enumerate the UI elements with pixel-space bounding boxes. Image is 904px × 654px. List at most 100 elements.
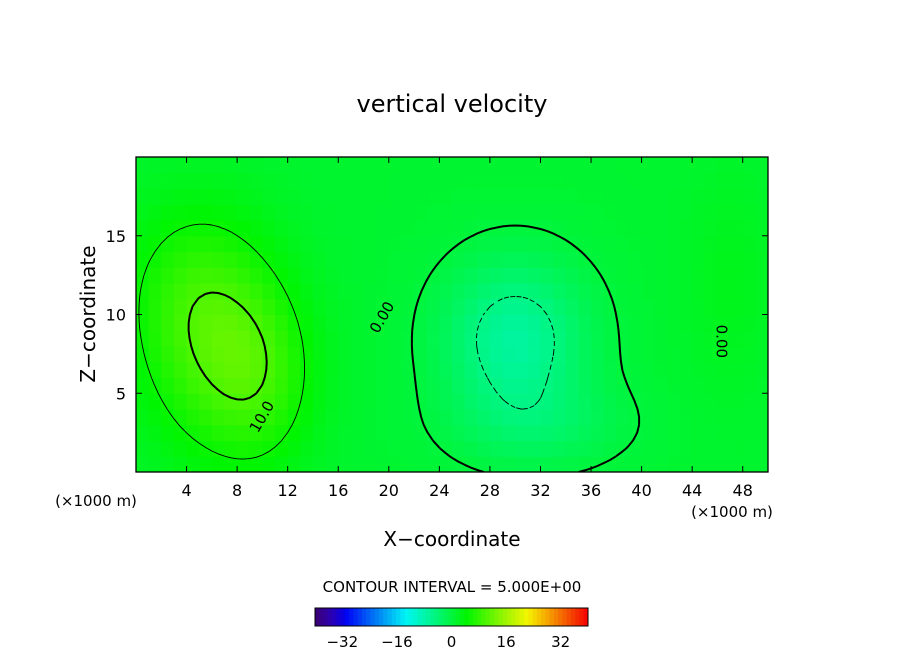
heatmap-cell <box>502 188 516 205</box>
heatmap-cell <box>224 298 238 316</box>
heatmap-cell <box>325 298 339 316</box>
heatmap-cell <box>591 424 605 442</box>
heatmap-cell <box>553 456 567 472</box>
heatmap-cell <box>452 440 466 457</box>
heatmap-cell <box>502 157 516 174</box>
colorbar-swatch <box>340 608 346 626</box>
heatmap-cell <box>401 456 415 472</box>
heatmap-cell <box>439 283 453 300</box>
heatmap-cell <box>477 283 491 300</box>
heatmap-cell <box>603 251 617 268</box>
heatmap-cell <box>136 157 150 174</box>
colorbar-tick-label: 16 <box>497 633 516 651</box>
heatmap-cell <box>666 361 681 379</box>
heatmap-cell <box>161 172 175 190</box>
heatmap-cell <box>414 424 428 442</box>
heatmap-cell <box>464 204 478 221</box>
heatmap-cell <box>515 267 529 284</box>
heatmap-cell <box>527 251 542 268</box>
heatmap-cell <box>186 377 200 394</box>
heatmap-cell <box>148 220 162 237</box>
heatmap-cell <box>426 283 440 300</box>
heatmap-cell <box>502 393 516 410</box>
contour-line <box>187 291 268 401</box>
heatmap-cell <box>704 235 719 253</box>
heatmap-cell <box>742 456 756 472</box>
heatmap-cell <box>654 157 668 174</box>
heatmap-cell <box>173 267 188 284</box>
heatmap-cell <box>439 361 453 379</box>
heatmap-cell <box>338 157 352 174</box>
heatmap-cell <box>363 424 377 442</box>
heatmap-cell <box>565 251 579 268</box>
heatmap-cell <box>186 424 200 442</box>
heatmap-cell <box>199 346 213 363</box>
heatmap-cell <box>287 157 301 174</box>
heatmap-cell <box>439 188 453 205</box>
heatmap-cell <box>161 283 175 300</box>
heatmap-cell <box>540 393 554 410</box>
colorbar-swatch <box>506 608 512 626</box>
heatmap-cell <box>692 456 706 472</box>
heatmap-cell <box>325 220 339 237</box>
heatmap-cell <box>388 283 403 300</box>
heatmap-cell <box>717 220 731 237</box>
heatmap-cell <box>464 377 478 394</box>
heatmap-cell <box>742 314 756 331</box>
heatmap-cell <box>211 393 226 410</box>
heatmap-cell <box>161 314 175 331</box>
heatmap-cell <box>452 251 466 268</box>
heatmap-cell <box>376 220 390 237</box>
heatmap-cell <box>666 330 681 347</box>
heatmap-cell <box>527 157 542 174</box>
heatmap-cell <box>553 235 567 253</box>
heatmap-cell <box>363 172 377 190</box>
heatmap-cell <box>224 393 238 410</box>
heatmap-cell <box>199 361 213 379</box>
heatmap-cell <box>350 283 365 300</box>
heatmap-cell <box>591 346 605 363</box>
heatmap-cell <box>338 330 352 347</box>
heatmap-cell <box>452 220 466 237</box>
x-tick-label: 40 <box>631 481 651 500</box>
heatmap-cell <box>199 330 213 347</box>
heatmap-cell <box>679 251 693 268</box>
heatmap-cell <box>502 330 516 347</box>
heatmap-cell <box>565 440 579 457</box>
heatmap-cell <box>666 346 681 363</box>
heatmap-cell <box>515 440 529 457</box>
heatmap-cell <box>287 204 301 221</box>
heatmap-cell <box>199 157 213 174</box>
heatmap-cell <box>565 188 579 205</box>
heatmap-cell <box>275 172 289 190</box>
heatmap-cell <box>312 172 327 190</box>
heatmap-cell <box>401 393 415 410</box>
contour-lines <box>138 223 641 472</box>
heatmap-cell <box>211 298 226 316</box>
heatmap-cell <box>237 220 251 237</box>
heatmap-cell <box>717 346 731 363</box>
heatmap-cell <box>464 314 478 331</box>
heatmap-cell <box>363 393 377 410</box>
heatmap-cell <box>527 424 542 442</box>
heatmap-cell <box>287 424 301 442</box>
x-axis-ticks: 4 8 12 16 20 24 28 32 36 40 44 48 <box>181 157 753 500</box>
heatmap-cell <box>464 220 478 237</box>
heatmap-cell <box>426 220 440 237</box>
colorbar <box>314 607 589 627</box>
heatmap-cell <box>363 361 377 379</box>
heatmap-cell <box>199 298 213 316</box>
heatmap-cell <box>224 283 238 300</box>
heatmap-cell <box>388 267 403 284</box>
heatmap-cell <box>641 424 655 442</box>
colorbar-tick-label: −32 <box>326 633 358 651</box>
heatmap-cell <box>489 361 504 379</box>
heatmap-cell <box>730 393 744 410</box>
heatmap-cell <box>591 172 605 190</box>
heatmap-cell <box>249 157 263 174</box>
colorbar-frame <box>314 607 589 627</box>
heatmap-cell <box>237 409 251 426</box>
colorbar-swatch <box>396 608 401 626</box>
heatmap-cell <box>338 188 352 205</box>
heatmap-cell <box>325 267 339 284</box>
